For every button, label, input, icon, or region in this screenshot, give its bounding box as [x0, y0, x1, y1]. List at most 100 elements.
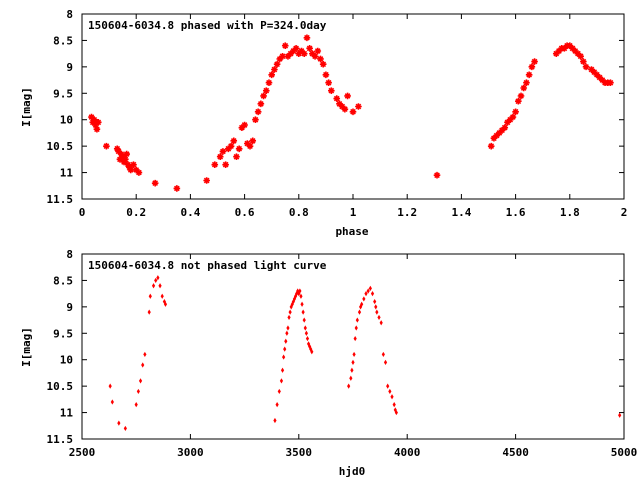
data-point [373, 298, 377, 305]
data-point [151, 283, 156, 289]
y-tick-label: 8.5 [53, 34, 73, 47]
data-point [370, 291, 375, 297]
data-point [593, 71, 601, 79]
x-axis-title: hjd0 [339, 465, 366, 478]
data-point [124, 161, 132, 168]
data-point [90, 116, 98, 124]
data-point [120, 158, 128, 166]
y-tick-label: 8.5 [53, 274, 73, 287]
data-point [271, 66, 278, 73]
data-point [496, 129, 503, 137]
data-point [88, 113, 95, 121]
data-point [355, 317, 359, 323]
data-point [368, 285, 372, 291]
data-point [306, 341, 311, 347]
x-tick-label: 2500 [69, 446, 96, 459]
data-point [392, 402, 396, 408]
y-tick-label: 9.5 [53, 87, 73, 100]
data-point [241, 121, 248, 129]
data-point [377, 314, 381, 321]
data-point [94, 119, 102, 126]
data-point [156, 275, 160, 281]
y-tick-label: 10.5 [47, 140, 74, 153]
data-point [512, 108, 519, 116]
data-point [303, 34, 311, 42]
data-point [350, 367, 354, 373]
data-point [314, 47, 322, 55]
data-point [235, 145, 243, 153]
x-tick-label: 3000 [177, 446, 204, 459]
data-point [203, 177, 210, 184]
data-point [289, 304, 293, 310]
data-point [219, 148, 227, 155]
data-point [353, 335, 357, 342]
data-point [302, 317, 306, 323]
data-point [379, 320, 383, 326]
data-point [279, 378, 284, 384]
x-tick-label: 1.4 [451, 206, 471, 219]
y-tick-label: 10 [60, 114, 73, 127]
data-point [528, 63, 536, 71]
data-point [354, 325, 358, 331]
data-point [227, 142, 235, 150]
data-point [273, 417, 277, 424]
data-point [288, 309, 292, 315]
data-point [618, 412, 622, 418]
data-point [306, 45, 313, 52]
data-point [123, 425, 127, 432]
x-tick-label: 4500 [502, 446, 529, 459]
y-tick-label: 11.5 [47, 193, 74, 206]
data-point [304, 330, 308, 336]
data-point [525, 71, 533, 79]
unphased-light-curve-chart: 150604-6034.8 not phased light curve hjd… [20, 248, 637, 478]
data-point [103, 142, 110, 150]
data-point [298, 288, 302, 294]
x-axis-title: phase [335, 225, 368, 238]
data-point [317, 55, 324, 63]
data-point [305, 335, 310, 342]
data-point [287, 50, 294, 57]
data-point [390, 394, 394, 400]
y-axis-title: I[mag] [20, 327, 33, 367]
data-point [279, 52, 286, 60]
data-point [588, 66, 595, 73]
data-point [336, 100, 343, 108]
data-point [108, 383, 112, 389]
data-point [383, 359, 388, 365]
data-point [375, 309, 379, 315]
data-point [504, 119, 511, 126]
data-point [154, 277, 158, 284]
y-axis-title: I[mag] [20, 87, 33, 127]
x-tick-label: 0.4 [180, 206, 200, 219]
data-point [290, 301, 294, 307]
y-tick-label: 11.5 [47, 433, 74, 446]
x-tick-label: 1 [350, 206, 357, 219]
data-point [130, 161, 137, 168]
data-point [566, 42, 574, 50]
data-point [216, 153, 224, 161]
data-point [571, 47, 579, 55]
data-point [123, 150, 131, 158]
y-tick-label: 8 [66, 8, 73, 21]
data-point [552, 50, 560, 57]
data-point [252, 116, 259, 124]
data-point [117, 150, 125, 158]
data-point [138, 378, 143, 384]
data-point [328, 87, 335, 94]
data-point [273, 60, 281, 68]
data-point [262, 87, 270, 94]
data-point [127, 166, 135, 174]
data-point [311, 52, 319, 60]
data-point [364, 291, 368, 297]
data-point [577, 52, 584, 60]
x-tick-label: 3500 [286, 446, 313, 459]
data-point [582, 63, 590, 71]
data-point [520, 84, 528, 92]
data-point [151, 179, 159, 187]
y-tick-label: 11 [60, 167, 74, 180]
data-point [141, 362, 145, 368]
data-point [244, 140, 251, 147]
data-point [515, 97, 522, 105]
data-point [295, 291, 299, 297]
